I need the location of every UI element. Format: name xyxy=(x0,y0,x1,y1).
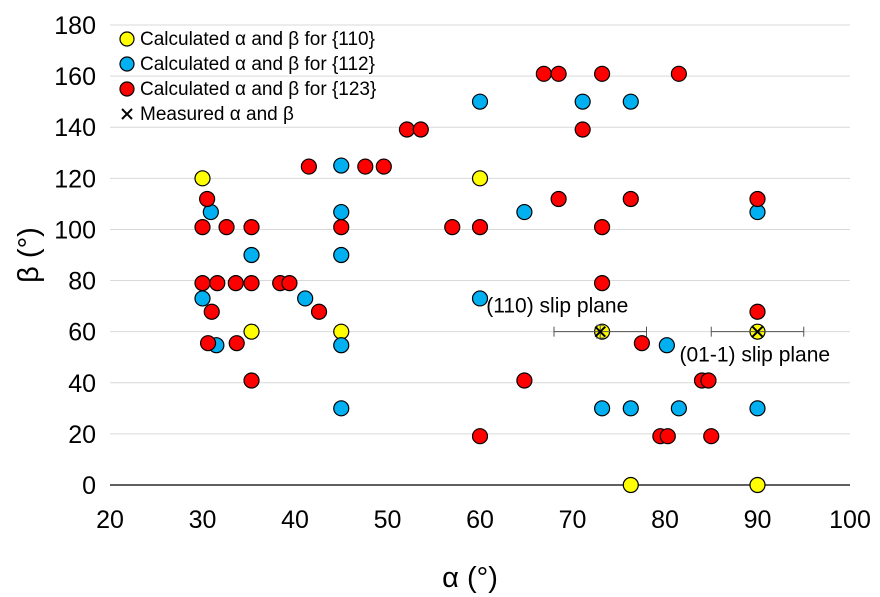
x-tick-label: 40 xyxy=(281,506,309,534)
data-point xyxy=(300,158,317,175)
x-axis-title: α (°) xyxy=(442,562,498,594)
data-point xyxy=(243,275,260,292)
data-point xyxy=(297,290,314,307)
annotation-110-slip-plane: (110) slip plane xyxy=(486,295,628,318)
data-point xyxy=(550,65,567,82)
legend-marker xyxy=(119,56,135,72)
data-point xyxy=(574,93,591,110)
y-tick-label: 0 xyxy=(82,472,96,500)
data-point xyxy=(622,400,639,417)
data-point xyxy=(574,121,591,138)
data-point xyxy=(700,372,717,389)
data-point xyxy=(471,170,489,187)
x-tick-label: 80 xyxy=(651,506,679,534)
legend-label: Calculated α and β for {123} xyxy=(140,79,376,100)
data-point xyxy=(516,372,533,389)
data-point xyxy=(194,275,211,292)
data-point xyxy=(622,93,639,110)
data-point xyxy=(333,337,350,354)
y-tick-label: 20 xyxy=(68,421,96,449)
data-point xyxy=(471,290,489,307)
x-tick-label: 90 xyxy=(744,506,772,534)
y-tick-label: 40 xyxy=(68,370,96,398)
annotation-01-1-slip-plane: (01-1) slip plane xyxy=(680,344,831,367)
data-point xyxy=(593,219,611,236)
legend-label: Calculated α and β for {112} xyxy=(140,54,375,75)
data-point xyxy=(516,203,533,221)
x-tick-label: 30 xyxy=(189,506,217,534)
data-point xyxy=(333,203,350,221)
data-point xyxy=(471,93,489,110)
data-point xyxy=(203,303,220,320)
data-point xyxy=(398,121,416,138)
data-point xyxy=(444,219,461,236)
data-point xyxy=(749,190,766,208)
data-point xyxy=(333,157,350,174)
x-tick-label: 70 xyxy=(559,506,587,534)
data-point xyxy=(471,428,489,445)
data-point xyxy=(199,190,216,208)
data-point xyxy=(749,400,766,417)
data-point xyxy=(333,400,350,417)
data-point xyxy=(593,400,611,417)
y-tick-label: 140 xyxy=(54,114,96,142)
data-point xyxy=(375,158,392,175)
data-point xyxy=(310,303,328,320)
data-point xyxy=(194,219,211,236)
data-point xyxy=(218,219,235,236)
data-point xyxy=(228,335,245,352)
data-point xyxy=(412,121,429,138)
data-point xyxy=(593,65,611,82)
x-tick-label: 50 xyxy=(374,506,402,534)
data-point xyxy=(194,170,211,187)
y-tick-label: 80 xyxy=(68,268,96,296)
x-tick-label: 20 xyxy=(96,506,124,534)
x-tick-label: 60 xyxy=(466,506,494,534)
data-point xyxy=(243,246,260,264)
data-point xyxy=(749,476,766,494)
data-point xyxy=(281,275,298,292)
data-point xyxy=(199,335,217,352)
legend-label: Measured α and β xyxy=(140,104,294,125)
data-point xyxy=(670,400,687,417)
data-point xyxy=(670,65,687,82)
data-point xyxy=(749,303,766,320)
data-point xyxy=(550,190,567,208)
data-point xyxy=(622,190,639,208)
y-tick-label: 180 xyxy=(54,12,96,40)
data-point xyxy=(535,65,552,82)
data-point xyxy=(633,335,650,352)
y-tick-label: 100 xyxy=(54,216,96,244)
data-point xyxy=(333,323,350,340)
data-point xyxy=(471,219,489,236)
data-point xyxy=(243,219,260,236)
legend-marker xyxy=(121,108,133,120)
legend-label: Calculated α and β for {110} xyxy=(140,29,375,50)
legend-marker xyxy=(119,31,135,47)
data-point xyxy=(622,476,639,494)
y-axis-title: β (°) xyxy=(13,227,45,283)
y-tick-label: 160 xyxy=(54,63,96,91)
x-tick-label: 100 xyxy=(829,506,871,534)
data-point xyxy=(333,219,350,236)
data-point xyxy=(658,337,675,354)
data-point xyxy=(703,428,720,445)
y-tick-label: 60 xyxy=(68,319,96,347)
data-point xyxy=(243,372,260,389)
data-point xyxy=(243,323,260,340)
data-point xyxy=(194,290,211,307)
data-point xyxy=(227,275,244,292)
data-point xyxy=(209,275,226,292)
measured-point-x xyxy=(594,325,606,338)
data-point xyxy=(357,158,374,175)
data-point xyxy=(593,275,611,292)
measured-point-x xyxy=(751,325,764,338)
y-tick-label: 120 xyxy=(54,165,96,193)
data-point xyxy=(333,246,350,264)
legend-marker xyxy=(119,81,135,97)
data-point xyxy=(659,428,676,445)
